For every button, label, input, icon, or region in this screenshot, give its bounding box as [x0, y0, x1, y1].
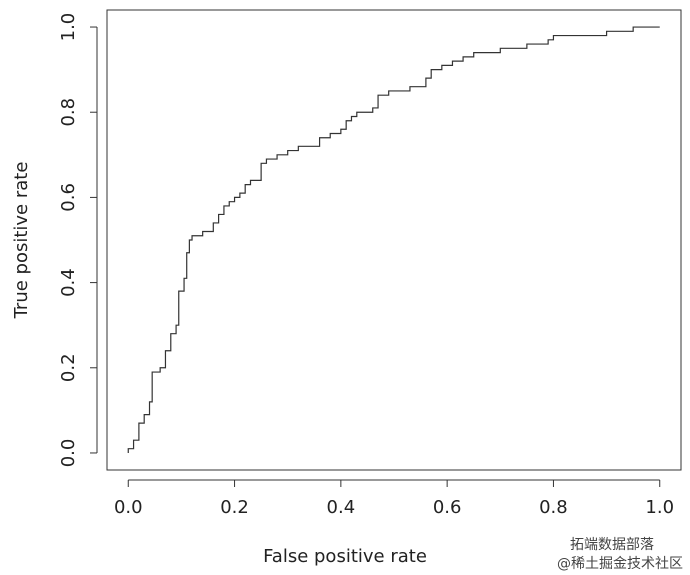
x-axis-label: False positive rate — [263, 546, 427, 567]
plot-frame — [106, 9, 682, 471]
y-tick-label: 0.0 — [58, 439, 79, 468]
x-tick-label: 0.6 — [433, 497, 462, 518]
x-tick-label: 0.0 — [114, 497, 143, 518]
y-tick-label: 0.8 — [58, 98, 79, 127]
watermark: @稀土掘金技术社区 — [557, 556, 683, 572]
x-tick-label: 1.0 — [645, 497, 674, 518]
y-axis-label: True positive rate — [11, 162, 32, 320]
x-tick-label: 0.4 — [327, 497, 356, 518]
y-tick-label: 1.0 — [58, 13, 79, 42]
watermark: 拓端数据部落 — [570, 537, 654, 553]
x-tick-label: 0.2 — [220, 497, 249, 518]
y-tick-label: 0.4 — [58, 268, 79, 297]
y-tick-label: 0.2 — [58, 353, 79, 382]
roc-curve — [127, 26, 660, 453]
x-tick-label: 0.8 — [539, 497, 568, 518]
y-tick-label: 0.6 — [58, 183, 79, 212]
